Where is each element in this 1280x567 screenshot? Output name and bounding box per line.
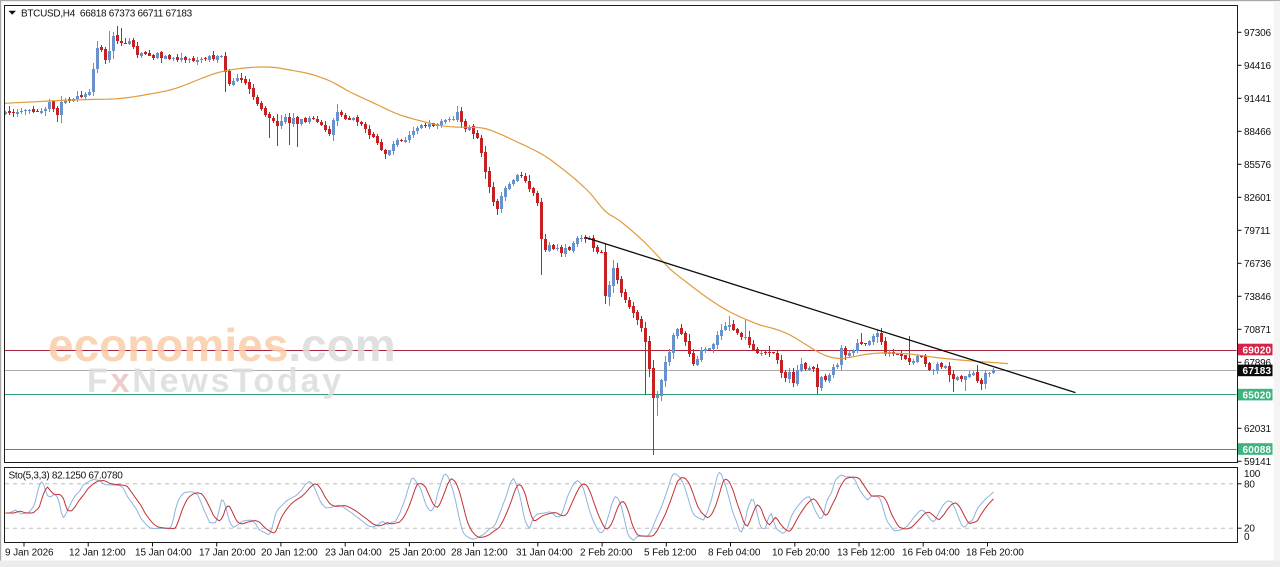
svg-text:17 Jan 20:00: 17 Jan 20:00 (199, 548, 256, 559)
svg-text:25 Jan 20:00: 25 Jan 20:00 (389, 548, 446, 559)
svg-text:70871: 70871 (1244, 325, 1271, 336)
svg-text:65020: 65020 (1243, 390, 1272, 401)
svg-text:9 Jan 2026: 9 Jan 2026 (5, 548, 54, 559)
svg-text:91441: 91441 (1244, 94, 1271, 105)
svg-text:88466: 88466 (1244, 127, 1271, 138)
svg-text:13 Feb 12:00: 13 Feb 12:00 (837, 548, 895, 559)
svg-text:100: 100 (1244, 469, 1261, 480)
svg-text:60088: 60088 (1243, 445, 1272, 456)
svg-text:20 Jan 12:00: 20 Jan 12:00 (261, 548, 318, 559)
svg-text:15 Jan 04:00: 15 Jan 04:00 (135, 548, 192, 559)
svg-text:23 Jan 04:00: 23 Jan 04:00 (325, 548, 382, 559)
svg-text:67896: 67896 (1244, 358, 1271, 369)
svg-text:62031: 62031 (1244, 424, 1271, 435)
svg-text:20: 20 (1244, 524, 1255, 535)
svg-text:12 Jan 12:00: 12 Jan 12:00 (69, 548, 126, 559)
svg-text:80: 80 (1244, 479, 1255, 490)
svg-text:FxNewsToday: FxNewsToday (87, 362, 344, 400)
svg-text:Sto(5,3,3) 82.1250 67.0780: Sto(5,3,3) 82.1250 67.0780 (9, 471, 124, 482)
svg-text:73846: 73846 (1244, 292, 1271, 303)
svg-text:8 Feb 04:00: 8 Feb 04:00 (708, 548, 761, 559)
svg-text:2 Feb 20:00: 2 Feb 20:00 (580, 548, 633, 559)
svg-text:69020: 69020 (1243, 345, 1272, 356)
svg-text:59141: 59141 (1244, 457, 1271, 468)
svg-text:94416: 94416 (1244, 61, 1271, 72)
svg-text:18 Feb 20:00: 18 Feb 20:00 (966, 548, 1024, 559)
svg-text:BTCUSD,H4 66818 67373 66711 6: BTCUSD,H4 66818 67373 66711 67183 (21, 8, 193, 19)
svg-text:67183: 67183 (1243, 366, 1272, 377)
svg-text:31 Jan 04:00: 31 Jan 04:00 (516, 548, 573, 559)
svg-text:85576: 85576 (1244, 160, 1271, 171)
svg-text:82601: 82601 (1244, 193, 1271, 204)
svg-text:97306: 97306 (1244, 28, 1271, 39)
svg-text:16 Feb 04:00: 16 Feb 04:00 (902, 548, 960, 559)
svg-text:28 Jan 12:00: 28 Jan 12:00 (451, 548, 508, 559)
svg-text:economies.com: economies.com (48, 319, 396, 371)
svg-text:5 Feb 12:00: 5 Feb 12:00 (644, 548, 697, 559)
svg-text:79711: 79711 (1244, 226, 1271, 237)
svg-text:76736: 76736 (1244, 259, 1271, 270)
svg-text:0: 0 (1244, 532, 1250, 543)
svg-text:10 Feb 20:00: 10 Feb 20:00 (772, 548, 830, 559)
